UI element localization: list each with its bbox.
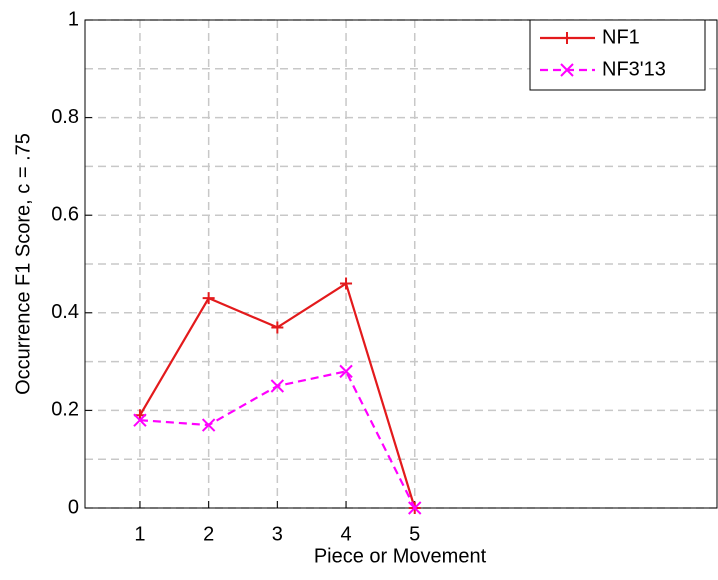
legend-marker: [560, 63, 574, 77]
point-marker: [201, 418, 216, 432]
y-tick-label: 0: [68, 496, 79, 518]
y-axis-label: Occurrence F1 Score, c = .75: [12, 133, 34, 395]
legend-label: NF3'13: [602, 58, 666, 80]
series-line: [139, 281, 416, 509]
point-marker: [339, 364, 353, 379]
point-marker: [340, 277, 353, 290]
point-marker: [202, 292, 215, 305]
point-marker: [271, 321, 284, 334]
point-marker: [270, 379, 285, 393]
x-tick-label: 5: [409, 523, 420, 545]
y-tick-label: 0.2: [51, 399, 79, 421]
plot-frame: [84, 19, 718, 509]
point-marker: [133, 413, 147, 427]
y-tick-label: 1: [68, 8, 79, 30]
y-tick-label: 0.6: [51, 203, 79, 225]
x-axis-label: Piece or Movement: [314, 545, 487, 567]
point-marker: [408, 501, 422, 515]
x-tick-label: 4: [340, 523, 351, 545]
legend-box: [529, 19, 706, 91]
y-tick-label: 0.4: [51, 301, 79, 323]
x-tick-label: 3: [272, 523, 283, 545]
y-tick-label: 0.8: [51, 106, 79, 128]
legend-label: NF1: [602, 26, 640, 48]
x-tick-label: 2: [203, 523, 214, 545]
x-tick-label: 1: [134, 523, 145, 545]
legend-marker: [561, 32, 573, 44]
